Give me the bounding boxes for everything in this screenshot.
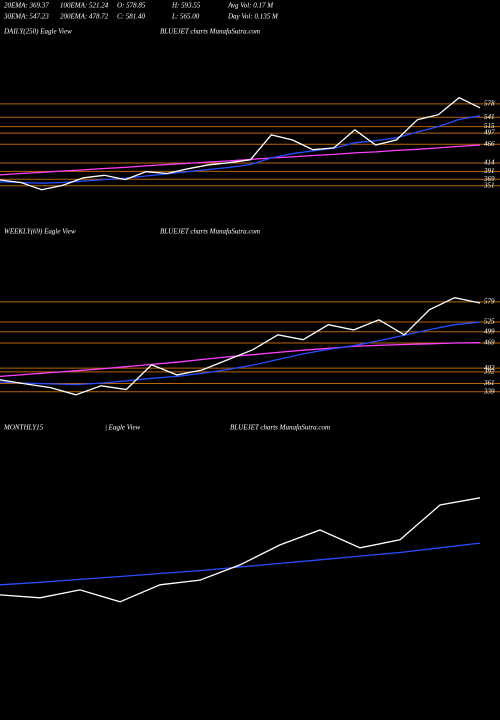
y-tick-label: 351 [483,181,495,189]
y-tick-label: 579 [484,297,495,305]
header-item: 20EMA: 369.37 [4,2,49,10]
y-tick-label: 497 [484,129,495,137]
price-line [0,96,481,191]
y-tick-label: 369 [483,175,495,183]
panel-title: DAILY(250) Eagle View [3,28,72,36]
panel-subtitle: BLUEJET charts MunafaSutra.com [230,424,330,432]
y-tick-label: 499 [484,327,495,335]
y-tick-label: 469 [484,339,495,347]
panel-title: WEEKLY(69) Eagle View [4,228,76,236]
y-tick-label: 402 [484,364,495,372]
header-item: O: 578.85 [117,2,146,10]
y-tick-label: 578 [484,99,495,107]
y-tick-label: 515 [484,122,495,130]
price-line [0,542,481,586]
panel-subtitle: BLUEJET charts MunafaSutra.com [160,28,260,36]
panel-title: MONTHLY15 [3,424,44,432]
price-line [0,321,481,386]
header-item: Day Vol: 0.135 M [227,13,279,21]
y-tick-label: 466 [484,140,495,148]
price-line [0,497,481,603]
y-tick-label: 361 [483,379,495,387]
price-line [0,144,481,176]
header-item: C: 581.40 [117,13,146,21]
panel-annotation: | Eagle View [105,424,141,432]
header-item: Avg Vol: 0.17 M [227,2,274,10]
y-tick-label: 391 [483,167,495,175]
panel-subtitle: BLUEJET charts MunafaSutra.com [160,228,260,236]
price-line [0,297,481,396]
y-tick-label: 414 [484,159,495,167]
y-tick-label: 392 [483,368,495,376]
header-item: L: 565.00 [171,13,200,21]
header-item: 100EMA: 521.24 [60,2,109,10]
header-item: 200EMA: 478.72 [60,13,109,21]
price-line [0,342,481,378]
header-item: H: 593.55 [171,2,201,10]
header-item: 30EMA: 547.23 [3,13,49,21]
y-tick-label: 339 [483,387,495,395]
y-tick-label: 525 [484,318,495,326]
y-tick-label: 541 [484,113,495,121]
